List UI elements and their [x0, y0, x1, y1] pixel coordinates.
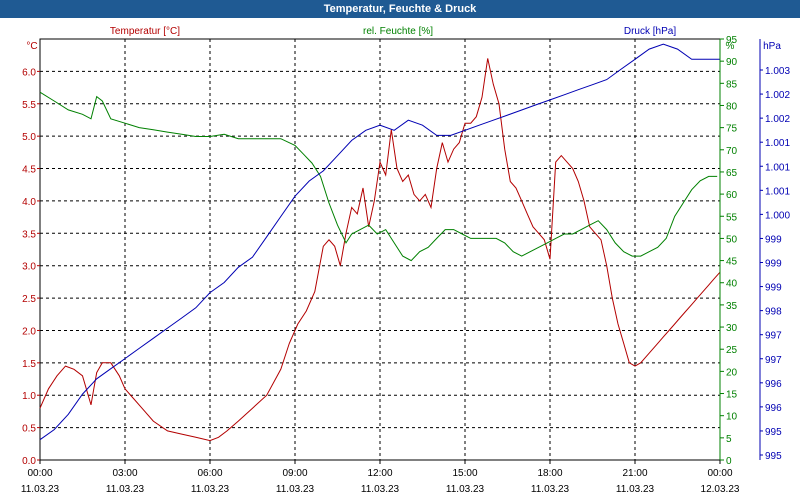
pressure-tick-label: 999	[765, 234, 782, 245]
pressure-tick-label: 1.001	[765, 138, 790, 149]
series-line-pressure	[39, 43, 720, 441]
x-tick-time-label: 03:00	[112, 468, 137, 479]
temperature-tick-label: 2.0	[22, 326, 36, 337]
x-tick-date-label: 11.03.23	[106, 484, 145, 495]
humidity-tick-label: 75	[726, 124, 738, 135]
humidity-tick-label: 50	[726, 234, 738, 245]
pressure-tick-label: 998	[765, 307, 782, 318]
pressure-tick-label: 996	[765, 403, 782, 414]
series-line-temperature	[39, 58, 721, 442]
humidity-tick-label: 0	[726, 456, 732, 467]
axes: 0.0 0.5 1.0 1.5 2.0 2.5 3.0 3.5 4.0 4.5 5.0 5.5 6.0 0…	[21, 26, 791, 495]
temperature-tick-label: 6.0	[22, 67, 36, 78]
temperature-unit-label: °C	[26, 41, 37, 52]
humidity-tick-label: 85	[726, 79, 738, 90]
humidity-tick-label: 60	[726, 190, 738, 201]
temperature-tick-label: 4.5	[22, 165, 36, 176]
humidity-tick-label: 65	[726, 168, 738, 179]
pressure-tick-label: 999	[765, 283, 782, 294]
x-tick-time-label: 12:00	[367, 468, 392, 479]
humidity-tick-label: 90	[726, 57, 738, 68]
legend-temperature: Temperatur [°C]	[110, 26, 180, 37]
pressure-tick-label: 997	[765, 355, 782, 366]
pressure-tick-label: 997	[765, 331, 782, 342]
temperature-tick-label: 1.5	[22, 359, 36, 370]
temperature-tick-label: 0.0	[22, 456, 36, 467]
pressure-tick-label: 996	[765, 379, 782, 390]
pressure-tick-label: 1.002	[765, 90, 790, 101]
humidity-tick-label: 55	[726, 212, 738, 223]
temperature-tick-label: 2.5	[22, 294, 36, 305]
humidity-tick-label: 10	[726, 412, 738, 423]
humidity-tick-label: 80	[726, 101, 738, 112]
pressure-tick-label: 1.002	[765, 114, 790, 125]
humidity-tick-label: 95	[726, 35, 738, 46]
series-layer	[39, 43, 721, 442]
x-tick-time-label: 21:00	[622, 468, 647, 479]
x-tick-date-label: 11.03.23	[191, 484, 230, 495]
humidity-unit-label: %	[726, 41, 735, 52]
x-tick-date-label: 11.03.23	[616, 484, 655, 495]
x-tick-time-label: 00:00	[27, 468, 52, 479]
x-tick-time-label: 06:00	[197, 468, 222, 479]
pressure-tick-label: 1.003	[765, 66, 790, 77]
x-tick-date-label: 11.03.23	[446, 484, 485, 495]
temperature-tick-label: 0.5	[22, 424, 36, 435]
pressure-unit-label: hPa	[763, 41, 781, 52]
x-tick-date-label: 11.03.23	[276, 484, 315, 495]
pressure-tick-label: 1.000	[765, 210, 790, 221]
x-tick-time-label: 18:00	[537, 468, 562, 479]
humidity-tick-label: 15	[726, 390, 738, 401]
temperature-tick-label: 3.5	[22, 229, 36, 240]
humidity-tick-label: 40	[726, 279, 738, 290]
temperature-tick-label: 1.0	[22, 391, 36, 402]
humidity-tick-label: 35	[726, 301, 738, 312]
humidity-tick-label: 20	[726, 367, 738, 378]
legend-pressure: Druck [hPa]	[624, 26, 676, 37]
x-tick-date-label: 11.03.23	[531, 484, 570, 495]
x-tick-date-label: 12.03.23	[701, 484, 740, 495]
x-tick-date-label: 11.03.23	[361, 484, 400, 495]
x-tick-time-label: 15:00	[452, 468, 477, 479]
x-tick-time-label: 00:00	[707, 468, 732, 479]
humidity-tick-label: 5	[726, 434, 732, 445]
x-tick-date-label: 11.03.23	[21, 484, 60, 495]
humidity-tick-label: 25	[726, 345, 738, 356]
legend-humidity: rel. Feuchte [%]	[363, 26, 433, 37]
temperature-tick-label: 3.0	[22, 262, 36, 273]
temperature-tick-label: 5.5	[22, 100, 36, 111]
humidity-tick-label: 30	[726, 323, 738, 334]
pressure-tick-label: 995	[765, 427, 782, 438]
x-tick-time-label: 09:00	[282, 468, 307, 479]
temperature-tick-label: 4.0	[22, 197, 36, 208]
pressure-tick-label: 1.001	[765, 186, 790, 197]
temperature-tick-label: 5.0	[22, 132, 36, 143]
series-line-humidity	[39, 91, 718, 262]
pressure-tick-label: 995	[765, 451, 782, 462]
humidity-tick-label: 45	[726, 257, 738, 268]
grid	[39, 38, 721, 461]
pressure-tick-label: 1.001	[765, 162, 790, 173]
pressure-tick-label: 999	[765, 259, 782, 270]
chart-title: Temperatur, Feuchte & Druck	[0, 0, 800, 18]
humidity-tick-label: 70	[726, 146, 738, 157]
